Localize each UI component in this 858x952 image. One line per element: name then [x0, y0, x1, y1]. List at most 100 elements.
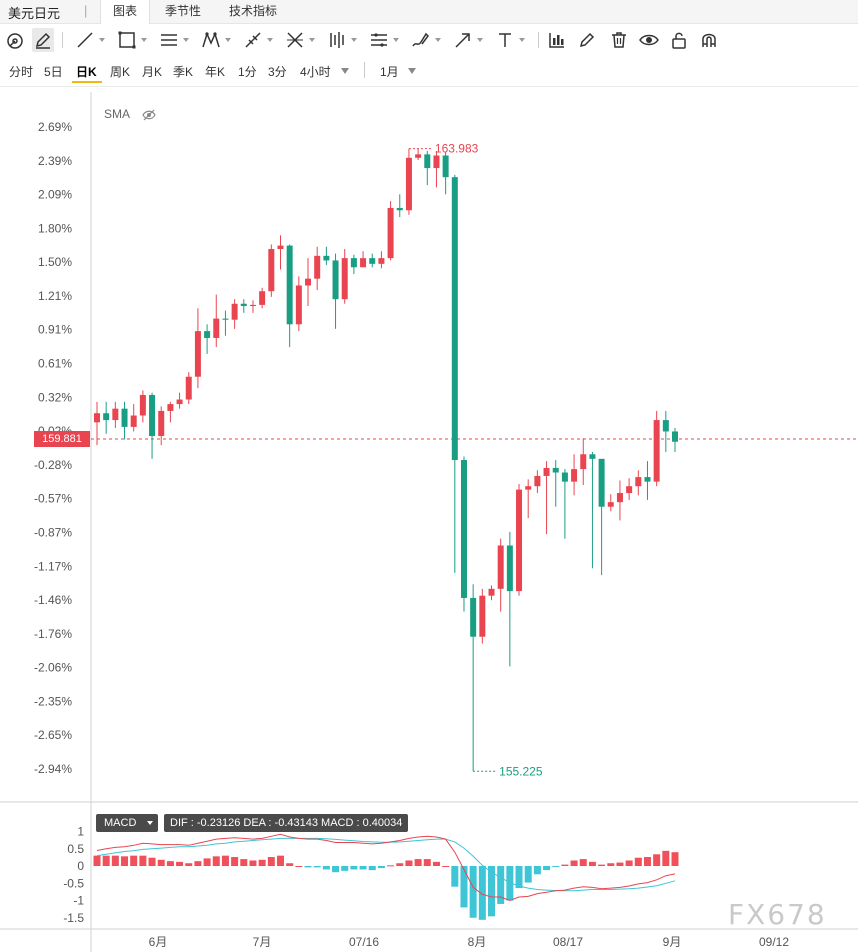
macd-histogram-bar — [671, 852, 679, 866]
macd-histogram-bar — [350, 866, 358, 870]
period-weekly[interactable]: 周K — [110, 65, 131, 79]
range-select[interactable]: 1月 — [380, 65, 399, 79]
macd-histogram-bar — [258, 859, 266, 866]
y-tick-label: 1.21% — [38, 289, 72, 303]
rectangle-icon — [118, 31, 136, 49]
tab-seasonality[interactable]: 季节性 — [164, 4, 201, 18]
macd-histogram-bar — [653, 854, 661, 866]
macd-y-tick-label: 0.5 — [67, 842, 84, 856]
macd-histogram-bar — [543, 866, 551, 871]
line-tool[interactable] — [74, 28, 105, 52]
candle-body — [213, 318, 220, 338]
candle-body — [506, 545, 513, 592]
y-tick-label: 0.91% — [38, 323, 72, 337]
unlock-icon — [672, 32, 686, 49]
candle-body — [286, 245, 293, 325]
candle-body — [433, 155, 440, 169]
parallel-channel-tool[interactable] — [158, 28, 189, 52]
candle-body — [543, 467, 550, 476]
bars-tool[interactable] — [326, 28, 357, 52]
tab-chart[interactable]: 图表 — [100, 0, 150, 24]
y-tick-label: -0.28% — [34, 458, 72, 472]
range-chevron-down-icon[interactable] — [408, 68, 416, 74]
y-tick-label: 1.80% — [38, 221, 72, 235]
candle-body — [332, 260, 339, 300]
text-icon — [499, 33, 511, 47]
macd-indicator-select[interactable]: MACD — [96, 814, 158, 832]
x-tick-label: 6月 — [149, 935, 168, 949]
visibility-tool[interactable] — [638, 28, 660, 52]
indicator-tool[interactable] — [546, 28, 568, 52]
candle-body — [369, 258, 376, 264]
edit-tool[interactable] — [576, 28, 598, 52]
y-tick-label: 1.50% — [38, 255, 72, 269]
chevron-down-icon — [147, 821, 153, 825]
period-1min[interactable]: 1分 — [238, 65, 257, 79]
sma-indicator-label[interactable]: SMA — [104, 107, 131, 121]
x-tick-label: 09/12 — [759, 935, 789, 949]
period-quarterly[interactable]: 季K — [173, 65, 194, 79]
lock-tool[interactable] — [668, 28, 690, 52]
period-tick[interactable]: 分时 — [9, 65, 34, 79]
ruler-tool[interactable] — [242, 28, 273, 52]
candle-body — [626, 486, 633, 494]
candle-body — [534, 475, 541, 487]
period-5d[interactable]: 5日 — [44, 65, 63, 79]
macd-select-label: MACD — [104, 817, 137, 829]
candle-body — [350, 258, 357, 268]
pencil-tool[interactable] — [32, 28, 54, 52]
candle-body — [249, 304, 256, 307]
horizontal-lines-tool[interactable] — [368, 28, 399, 52]
macd-histogram-bar — [121, 856, 129, 866]
period-3min[interactable]: 3分 — [268, 65, 287, 79]
macd-histogram-bar — [304, 866, 312, 868]
macd-histogram-bar — [607, 863, 615, 866]
macd-histogram-bar — [341, 866, 349, 871]
candle-body — [561, 472, 568, 482]
pattern-tool[interactable] — [200, 28, 231, 52]
macd-histogram-bar — [524, 866, 532, 883]
period-more-chevron-down-icon[interactable] — [341, 68, 349, 74]
macd-histogram-bar — [359, 866, 367, 870]
eye-icon — [639, 34, 659, 46]
period-yearly[interactable]: 年K — [205, 65, 226, 79]
candle-body — [387, 207, 394, 259]
candle-body — [479, 595, 486, 637]
period-monthly[interactable]: 月K — [142, 65, 163, 79]
macd-histogram-bar — [267, 857, 275, 866]
arrow-tool[interactable] — [452, 28, 483, 52]
y-tick-label: -2.94% — [34, 762, 72, 776]
crosshair-tool[interactable] — [4, 28, 26, 52]
text-tool[interactable] — [494, 28, 525, 52]
indicator-icon — [549, 33, 564, 48]
macd-histogram-bar — [570, 860, 578, 866]
delete-tool[interactable] — [608, 28, 630, 52]
brush-tool[interactable] — [410, 28, 441, 52]
macd-histogram-bar — [488, 866, 496, 917]
candle-body — [598, 458, 605, 507]
macd-dea-line — [96, 837, 676, 892]
candle-body — [644, 477, 651, 482]
candle-body — [259, 291, 266, 305]
candle-body — [94, 413, 100, 423]
candle-body — [616, 493, 623, 503]
candle-body — [607, 502, 614, 507]
candle-body — [103, 413, 110, 421]
macd-y-tick-label: 1 — [77, 825, 84, 839]
tab-technical-indicators[interactable]: 技术指标 — [228, 4, 277, 18]
fib-tool[interactable] — [284, 28, 315, 52]
macd-histogram-bar — [616, 862, 624, 866]
candle-body — [305, 278, 312, 286]
magnet-tool[interactable] — [698, 28, 720, 52]
rectangle-tool[interactable] — [116, 28, 147, 52]
macd-histogram-bar — [276, 855, 284, 866]
period-daily[interactable]: 日K — [76, 65, 97, 79]
macd-histogram-bar — [442, 866, 450, 867]
period-4hour[interactable]: 4小时 — [300, 65, 331, 79]
eye-off-icon[interactable] — [142, 109, 156, 121]
candle-body — [149, 394, 156, 437]
candle-body — [323, 255, 330, 261]
y-tick-label: 2.09% — [38, 188, 72, 202]
candle-body — [451, 177, 458, 460]
